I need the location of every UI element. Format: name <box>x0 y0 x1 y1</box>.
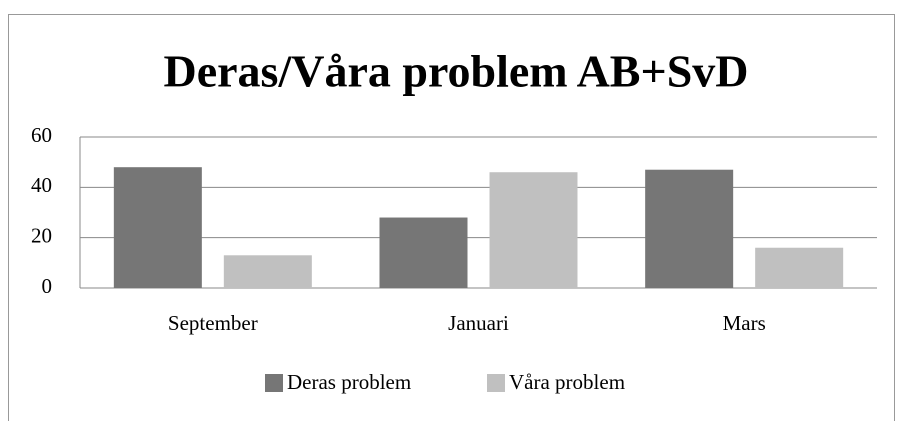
bar <box>489 172 578 288</box>
bar <box>379 217 468 288</box>
legend-label: Våra problem <box>509 370 625 394</box>
y-tick-label: 0 <box>42 274 53 298</box>
y-tick-label: 40 <box>31 173 52 197</box>
x-tick-label: September <box>168 311 258 335</box>
bar <box>113 167 202 288</box>
y-tick-label: 20 <box>31 223 52 247</box>
bar <box>755 247 844 288</box>
legend-label: Deras problem <box>287 370 411 394</box>
x-tick-label: Januari <box>448 311 509 335</box>
y-tick-label: 60 <box>31 123 52 147</box>
chart-border <box>8 14 895 421</box>
chart-title: Deras/Våra problem AB+SvD <box>163 46 748 97</box>
bar <box>645 169 734 288</box>
legend-swatch <box>487 374 505 392</box>
legend-swatch <box>265 374 283 392</box>
bar <box>223 255 312 288</box>
x-tick-label: Mars <box>723 311 766 335</box>
